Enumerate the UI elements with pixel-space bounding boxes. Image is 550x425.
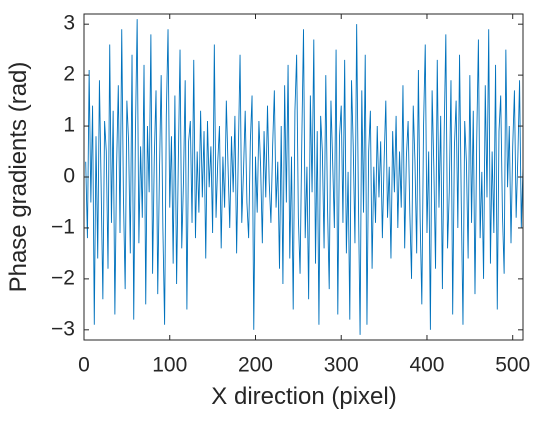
y-tick-label: −1 <box>51 215 75 238</box>
y-tick-label: −2 <box>51 266 75 289</box>
data-line <box>85 19 524 335</box>
x-tick-label: 300 <box>324 354 359 377</box>
x-tick-label: 400 <box>409 354 444 377</box>
x-tick-label: 100 <box>152 354 187 377</box>
y-tick-label: −3 <box>51 317 75 340</box>
y-axis-label: Phase gradients (rad) <box>5 62 32 293</box>
y-tick-label: 2 <box>63 63 75 86</box>
x-tick-label: 200 <box>238 354 273 377</box>
y-tick-label: 0 <box>63 165 75 188</box>
y-tick-label: 3 <box>63 12 75 35</box>
x-tick-label: 0 <box>78 354 90 377</box>
x-tick-label: 500 <box>495 354 530 377</box>
x-axis-label: X direction (pixel) <box>211 383 396 410</box>
y-tick-label: 1 <box>63 114 75 137</box>
